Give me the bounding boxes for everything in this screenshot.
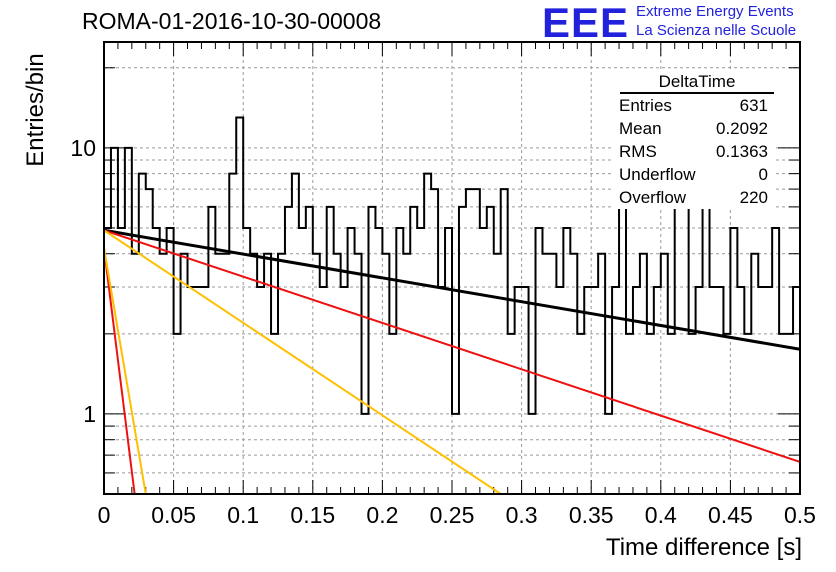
x-tick-label: 0.3 (506, 502, 538, 528)
stats-row-overflow: Overflow 220 (612, 186, 776, 209)
x-tick-label: 0.15 (290, 502, 335, 528)
stats-box: DeltaTime Entries 631 Mean 0.2092 RMS 0.… (612, 72, 776, 209)
stats-label: RMS (619, 142, 657, 161)
fit-line-4 (104, 247, 147, 494)
x-tick-label: 0.25 (430, 502, 475, 528)
x-tick-label: 0.35 (569, 502, 614, 528)
stats-value: 631 (739, 96, 768, 115)
stats-title: DeltaTime (620, 72, 774, 94)
logo-subtitle-2: La Scienza nelle Scuole (636, 22, 797, 39)
stats-value: 0.1363 (716, 142, 768, 161)
stats-row-rms: RMS 0.1363 (612, 140, 776, 163)
stats-label: Overflow (619, 188, 687, 207)
x-tick-label: 0.05 (151, 502, 196, 528)
x-tick-label: 0.5 (784, 502, 816, 528)
stats-value: 220 (739, 188, 768, 207)
fit-line-3 (104, 247, 136, 494)
x-axis-label: Time difference [s] (605, 534, 802, 561)
fit-line-2 (104, 229, 502, 494)
stats-value: 0.2092 (716, 119, 768, 138)
stats-row-underflow: Underflow 0 (612, 163, 776, 186)
y-tick-label: 1 (83, 401, 96, 427)
x-tick-label: 0.1 (227, 502, 259, 528)
y-tick-label: 10 (70, 135, 96, 161)
histogram-steps (104, 116, 800, 415)
fit-line-1 (104, 229, 800, 463)
stats-label: Underflow (619, 165, 696, 184)
y-axis-label: Entries/bin (22, 53, 49, 167)
x-tick-label: 0.2 (366, 502, 398, 528)
stats-label: Mean (619, 119, 662, 138)
logo-subtitle-1: Extreme Energy Events (636, 3, 794, 20)
plot-frame (103, 41, 801, 495)
eee-logo: EEE (542, 0, 630, 46)
fit-line-0 (104, 228, 800, 351)
stats-row-mean: Mean 0.2092 (612, 117, 776, 140)
stats-row-entries: Entries 631 (612, 94, 776, 117)
stats-label: Entries (619, 96, 672, 115)
x-tick-label: 0 (98, 502, 111, 528)
x-tick-label: 0.4 (645, 502, 677, 528)
chart-title: ROMA-01-2016-10-30-00008 (82, 8, 382, 34)
stats-value: 0 (758, 165, 768, 184)
x-tick-label: 0.45 (708, 502, 753, 528)
